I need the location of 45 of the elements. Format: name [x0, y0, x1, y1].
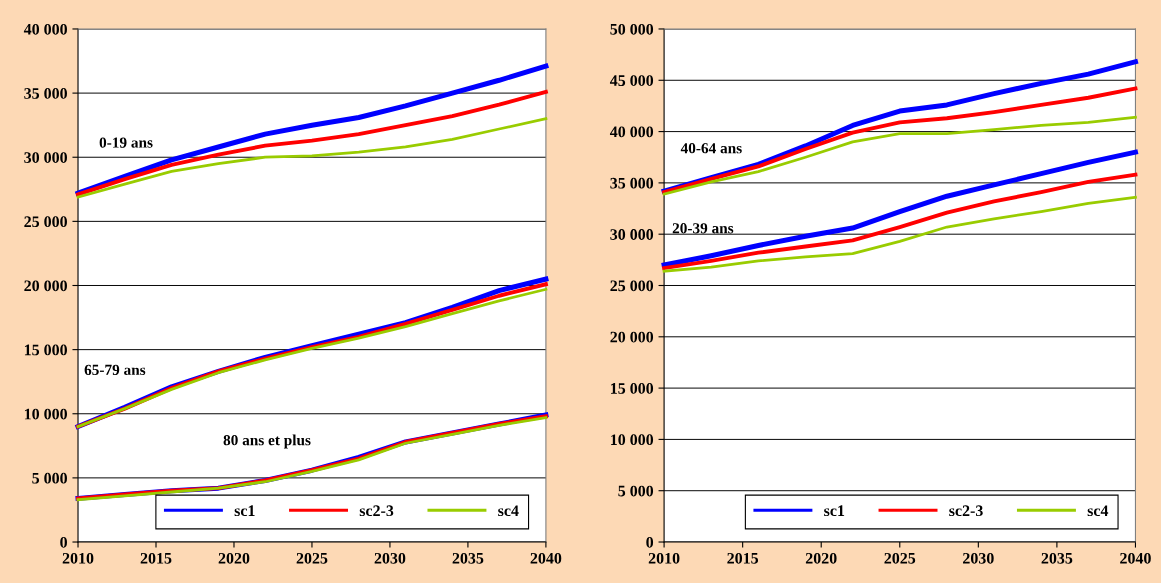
annotation: 20-39 ans — [672, 223, 734, 234]
x-tick-label: 2025 — [884, 552, 916, 564]
y-tick-label: 10 000 — [24, 408, 67, 420]
legend-label: sc4 — [1087, 505, 1109, 517]
y-tick-label: 5 000 — [32, 472, 67, 484]
legend-label: sc2-3 — [359, 505, 394, 517]
x-tick-label: 2035 — [452, 552, 484, 564]
legend-label: sc1 — [234, 505, 255, 517]
y-tick-label: 10 000 — [611, 434, 654, 446]
y-tick-label: 45 000 — [609, 75, 654, 86]
y-tick-label: 35 000 — [610, 177, 654, 189]
x-tick-label: 2010 — [62, 552, 94, 564]
annotation: 80 ans et plus — [223, 434, 311, 449]
x-tick-label: 2020 — [218, 552, 250, 564]
legend-label: sc1 — [824, 505, 845, 517]
x-tick-label: 2030 — [374, 552, 406, 564]
annotation: 0-19 ans — [99, 137, 153, 148]
y-tick-label: 15 000 — [24, 344, 67, 356]
y-tick-label: 15 000 — [611, 383, 654, 394]
annotation: 40-64 ans — [680, 143, 742, 154]
legend-label: sc4 — [498, 505, 519, 517]
x-tick-label: 2020 — [805, 552, 837, 564]
y-tick-label: 0 — [60, 536, 67, 548]
x-tick-label: 2025 — [296, 552, 328, 564]
x-tick-label: 2040 — [1120, 552, 1151, 564]
y-tick-label: 30 000 — [24, 152, 67, 163]
y-tick-label: 25 000 — [610, 280, 654, 292]
y-tick-label: 35 000 — [24, 88, 67, 99]
y-tick-label: 30 000 — [610, 229, 654, 240]
x-tick-label: 2010 — [648, 552, 680, 564]
annotation: 65-79 ans — [84, 364, 146, 375]
x-tick-label: 2015 — [727, 552, 759, 564]
y-tick-label: 40 000 — [609, 126, 654, 138]
y-tick-label: 5 000 — [618, 485, 654, 497]
y-tick-label: 20 000 — [610, 331, 654, 343]
x-tick-label: 2040 — [530, 552, 562, 564]
y-tick-label: 25 000 — [24, 216, 67, 228]
y-tick-label: 50 000 — [610, 23, 654, 35]
x-tick-label: 2015 — [140, 552, 172, 564]
y-tick-label: 40 000 — [23, 23, 67, 35]
y-tick-label: 0 — [646, 536, 654, 548]
x-tick-label: 2030 — [963, 552, 994, 564]
y-tick-label: 20 000 — [24, 280, 67, 292]
x-tick-label: 2035 — [1041, 552, 1073, 564]
legend-label: sc2-3 — [949, 505, 983, 517]
